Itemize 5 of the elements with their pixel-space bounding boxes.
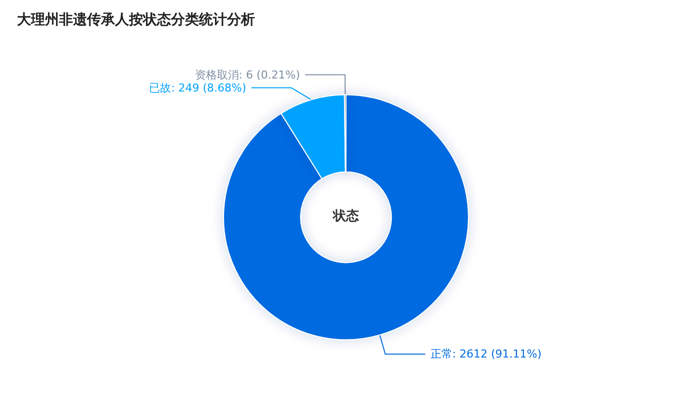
slice-label: 已故: 249 (8.68%) [149, 81, 246, 94]
slice-label: 正常: 2612 (91.11%) [430, 348, 542, 361]
text: 状态 [332, 208, 360, 224]
chart-title: 大理州非遗传承人按状态分类统计分析 [17, 11, 255, 28]
slice-label: 资格取消: 6 (0.21%) [194, 68, 300, 82]
